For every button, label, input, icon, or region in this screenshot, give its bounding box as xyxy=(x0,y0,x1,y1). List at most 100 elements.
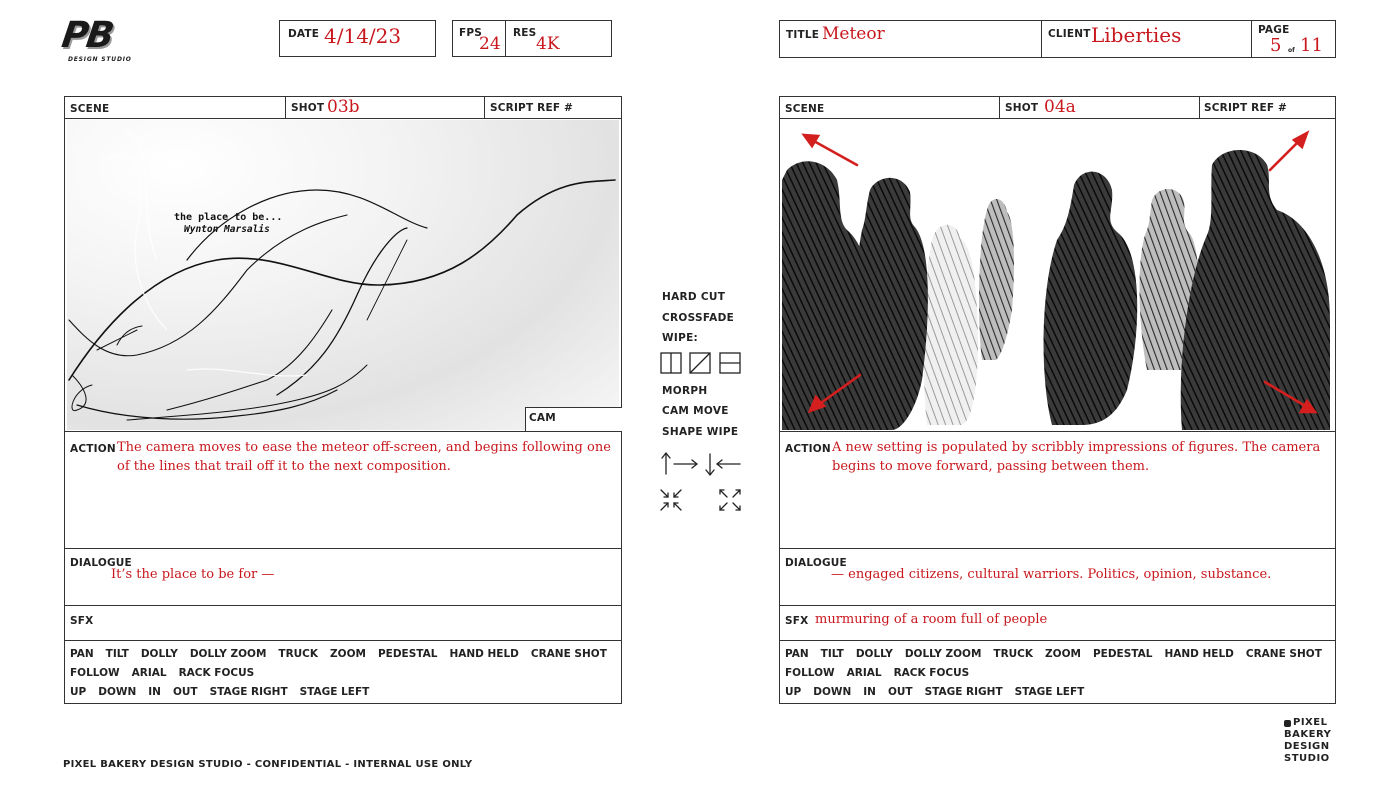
frame-quote: the place to be... xyxy=(174,212,283,223)
transition-crossfade[interactable]: CROSSFADE xyxy=(662,312,735,324)
cam-move-pedestal[interactable]: PEDESTAL xyxy=(377,648,438,660)
cam-move-truck[interactable]: TRUCK xyxy=(278,648,319,660)
page-current: 5 xyxy=(1270,35,1282,56)
action-label: ACTION xyxy=(70,443,116,455)
camera-moves-row-1: PAN TILT DOLLY DOLLY ZOOM TRUCK ZOOM PED… xyxy=(70,648,619,660)
logo-letters: PB xyxy=(59,15,115,56)
cam-move-down[interactable]: DOWN xyxy=(98,686,137,698)
cam-move-zoom[interactable]: ZOOM xyxy=(330,648,366,660)
camera-moves-row-3: UP DOWN IN OUT STAGE RIGHT STAGE LEFT xyxy=(785,686,1096,698)
cam-move-tilt[interactable]: TILT xyxy=(105,648,129,660)
arrow-bottom-right-icon xyxy=(1263,380,1309,409)
figure-center xyxy=(1043,171,1138,425)
date-label: DATE xyxy=(288,28,320,40)
brand-mark-icon xyxy=(1284,719,1291,727)
right-panel: SCENE SHOT 04a SCRIPT REF # xyxy=(779,96,1336,704)
cam-move-stage-right[interactable]: STAGE RIGHT xyxy=(209,686,288,698)
figure-left xyxy=(782,161,879,430)
cam-move-stage-left[interactable]: STAGE LEFT xyxy=(299,686,370,698)
fps-value: 24 xyxy=(479,34,501,54)
script-ref-label: SCRIPT REF # xyxy=(1204,102,1288,114)
transition-wipe[interactable]: WIPE: xyxy=(662,332,699,344)
cam-move-arial[interactable]: ARIAL xyxy=(131,667,167,679)
dialogue-label: DIALOGUE xyxy=(785,557,847,569)
cam-move-follow[interactable]: FOLLOW xyxy=(785,667,835,679)
cam-move-follow[interactable]: FOLLOW xyxy=(70,667,120,679)
shot-value: 04a xyxy=(1044,97,1076,117)
res-value: 4K xyxy=(536,34,560,54)
res-label: RES xyxy=(513,27,537,39)
cam-move-hand-held[interactable]: HAND HELD xyxy=(1164,648,1234,660)
page-of: of xyxy=(1288,47,1295,54)
arrow-right-icon[interactable] xyxy=(673,459,699,469)
collapse-icon[interactable] xyxy=(660,489,682,511)
cam-move-up[interactable]: UP xyxy=(70,686,87,698)
cam-move-dolly[interactable]: DOLLY xyxy=(140,648,178,660)
brand-line-3: DESIGN xyxy=(1284,741,1330,752)
cam-move-dolly[interactable]: DOLLY xyxy=(855,648,893,660)
storyboard-frame-left: the place to be... Wynton Marsalis xyxy=(67,120,619,430)
storyboard-frame-right xyxy=(782,120,1333,430)
dialogue-text: It’s the place to be for — xyxy=(111,567,275,582)
brand-line-1: PIXEL xyxy=(1293,717,1328,728)
cam-move-out[interactable]: OUT xyxy=(172,686,198,698)
cam-move-pedestal[interactable]: PEDESTAL xyxy=(1092,648,1153,660)
transition-shape-wipe[interactable]: SHAPE WIPE xyxy=(662,426,739,438)
title-value: Meteor xyxy=(822,24,885,44)
cam-move-hand-held[interactable]: HAND HELD xyxy=(449,648,519,660)
transition-hard-cut[interactable]: HARD CUT xyxy=(662,291,726,303)
shot-label: SHOT xyxy=(291,102,325,114)
cam-move-zoom[interactable]: ZOOM xyxy=(1045,648,1081,660)
cam-move-down[interactable]: DOWN xyxy=(813,686,852,698)
expand-icon[interactable] xyxy=(719,489,741,511)
wipe-diagonal-icon[interactable] xyxy=(689,352,711,374)
cam-move-rack-focus[interactable]: RACK FOCUS xyxy=(178,667,255,679)
arrow-down-icon[interactable] xyxy=(705,453,715,477)
transition-morph[interactable]: MORPH xyxy=(662,385,708,397)
transition-cam-move[interactable]: CAM MOVE xyxy=(662,405,729,417)
cam-move-arial[interactable]: ARIAL xyxy=(846,667,882,679)
dialogue-label: DIALOGUE xyxy=(70,557,132,569)
page-total: 11 xyxy=(1300,35,1323,56)
arrow-left-icon[interactable] xyxy=(715,459,741,469)
arrow-top-left-icon xyxy=(810,138,859,167)
cam-move-pan[interactable]: PAN xyxy=(785,648,809,660)
figure-second xyxy=(854,177,928,430)
footer-brand-block: PIXEL BAKERY DESIGN STUDIO xyxy=(1284,717,1344,765)
cam-move-stage-left[interactable]: STAGE LEFT xyxy=(1014,686,1085,698)
sfx-text: murmuring of a room full of people xyxy=(815,612,1048,627)
frame-author: Wynton Marsalis xyxy=(184,224,270,235)
cam-move-in[interactable]: IN xyxy=(863,686,876,698)
cam-move-truck[interactable]: TRUCK xyxy=(993,648,1034,660)
cam-move-tilt[interactable]: TILT xyxy=(820,648,844,660)
cam-move-out[interactable]: OUT xyxy=(887,686,913,698)
action-label: ACTION xyxy=(785,443,831,455)
fps-label: FPS xyxy=(459,27,483,39)
cam-move-stage-right[interactable]: STAGE RIGHT xyxy=(924,686,1003,698)
camera-moves-row-3: UP DOWN IN OUT STAGE RIGHT STAGE LEFT xyxy=(70,686,381,698)
cam-move-crane-shot[interactable]: CRANE SHOT xyxy=(530,648,607,660)
action-text: The camera moves to ease the meteor off-… xyxy=(117,440,611,474)
script-ref-label: SCRIPT REF # xyxy=(490,102,574,114)
shot-label: SHOT xyxy=(1005,102,1039,114)
arrow-up-icon[interactable] xyxy=(661,451,671,475)
cam-move-rack-focus[interactable]: RACK FOCUS xyxy=(893,667,970,679)
scene-label: SCENE xyxy=(70,103,110,115)
action-text: A new setting is populated by scribbly i… xyxy=(832,440,1321,474)
cam-move-pan[interactable]: PAN xyxy=(70,648,94,660)
cam-move-in[interactable]: IN xyxy=(148,686,161,698)
camera-moves-row-2: FOLLOW ARIAL RACK FOCUS xyxy=(785,667,981,679)
camera-direction-arrows xyxy=(801,130,1318,414)
cam-move-crane-shot[interactable]: CRANE SHOT xyxy=(1245,648,1322,660)
camera-moves-row-2: FOLLOW ARIAL RACK FOCUS xyxy=(70,667,266,679)
brand-line-4: STUDIO xyxy=(1284,753,1330,764)
cam-move-dolly-zoom[interactable]: DOLLY ZOOM xyxy=(189,648,267,660)
cam-move-up[interactable]: UP xyxy=(785,686,802,698)
title-client-page-box: TITLE Meteor CLIENT Liberties PAGE 5 of … xyxy=(779,20,1336,58)
meteor-trail-lines xyxy=(68,129,616,421)
cam-move-dolly-zoom[interactable]: DOLLY ZOOM xyxy=(904,648,982,660)
date-box: DATE 4/14/23 xyxy=(279,20,436,57)
page-label: PAGE xyxy=(1258,24,1290,36)
cam-box: CAM xyxy=(525,407,622,431)
studio-logo: PB DESIGN STUDIO xyxy=(59,15,142,73)
